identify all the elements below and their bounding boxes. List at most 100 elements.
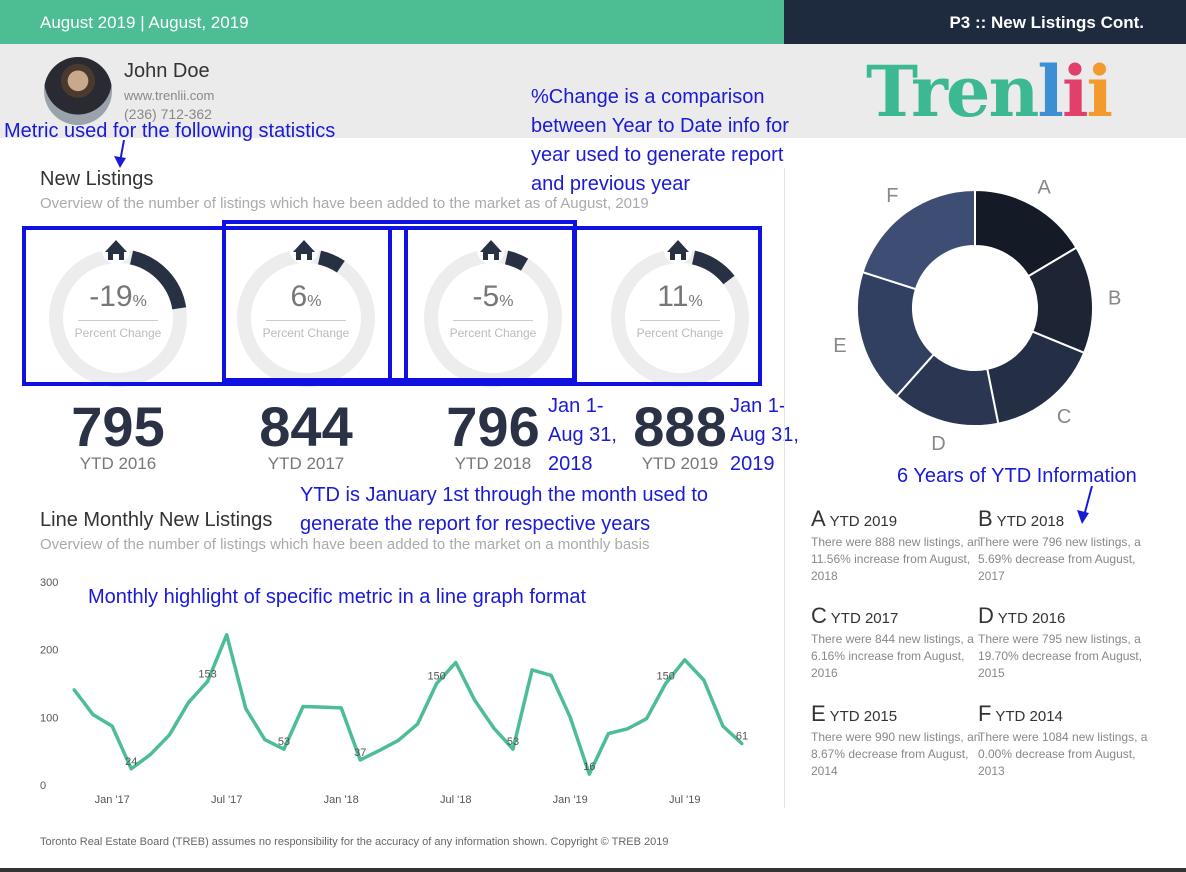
change-note-line: %Change is a comparison xyxy=(531,86,765,108)
percent-change-value: -19% xyxy=(38,280,198,314)
line-point xyxy=(530,668,534,672)
ytd-year-label: YTD 2017 xyxy=(267,454,345,473)
donut-slice xyxy=(861,188,976,291)
data-label: 150 xyxy=(427,671,445,683)
gauge-ring xyxy=(49,236,187,387)
legend-heading: E YTD 2015 xyxy=(811,701,981,727)
y-tick-label: 300 xyxy=(40,577,58,589)
agent-phone: (236) 712-362 xyxy=(124,106,212,122)
logo-letter: i xyxy=(1086,50,1114,133)
annotation-box xyxy=(404,226,576,382)
metric-note: Metric used for the following statistics xyxy=(4,120,336,142)
legend-description: There were 888 new listings, an 11.56% i… xyxy=(811,535,981,583)
range-note-2019: Jan 1- Aug 31, 2019 xyxy=(730,392,799,479)
line-point xyxy=(435,682,439,685)
line-section-subtitle: Overview of the number of listings which… xyxy=(40,536,650,553)
legend-item: B YTD 2018 There were 796 new listings, a… xyxy=(978,506,1148,585)
legend-letter: E xyxy=(811,701,826,726)
data-label: 37 xyxy=(354,747,366,759)
legend-year: YTD 2018 xyxy=(992,513,1065,530)
house-icon xyxy=(293,240,315,260)
line-point xyxy=(587,772,591,776)
line-point xyxy=(167,733,171,737)
legend-heading: F YTD 2014 xyxy=(978,701,1148,727)
legend-year: YTD 2019 xyxy=(825,513,898,530)
header-bar xyxy=(0,0,784,44)
ytd-total: 795 xyxy=(71,395,165,458)
ytd-year-label: YTD 2016 xyxy=(79,454,157,473)
percent-change-label: Percent Change xyxy=(74,326,162,340)
percent-change-value: -5% xyxy=(413,280,573,314)
line-point xyxy=(377,748,381,752)
legend-letter: F xyxy=(978,701,992,726)
divider xyxy=(784,168,785,808)
range-line: 2018 xyxy=(548,453,593,475)
legend-item: F YTD 2014 There were 1084 new listings, … xyxy=(978,701,1148,780)
legend-heading: D YTD 2016 xyxy=(978,603,1148,629)
agent-name: John Doe xyxy=(124,60,210,82)
donut-label: C xyxy=(1057,406,1071,428)
line-point xyxy=(358,758,362,762)
line-chart: 0 100 200 300 Jan '17 Jul '17 Jan '18 Jul '18 Ja… xyxy=(40,577,748,806)
gauge-arc xyxy=(317,250,345,273)
house-icon xyxy=(480,240,502,260)
line-point xyxy=(244,707,248,711)
legend-item: A YTD 2019 There were 888 new listings, a… xyxy=(811,506,981,585)
line-series xyxy=(72,633,744,776)
donut-label: D xyxy=(931,433,945,455)
legend-heading: A YTD 2019 xyxy=(811,506,981,532)
line-point xyxy=(740,742,744,746)
ytd-total: 888 xyxy=(633,395,727,458)
legend-letter: B xyxy=(978,506,993,531)
line-point xyxy=(396,738,400,742)
legend-letter: A xyxy=(811,506,826,531)
line-point xyxy=(72,688,76,692)
percent-change-label: Percent Change xyxy=(449,326,537,340)
gauge-card: 11% Percent Change 888 YTD 2019 xyxy=(600,236,760,478)
percent-change-value: 6% xyxy=(226,280,386,314)
page-label-bar xyxy=(784,0,1186,44)
line-point xyxy=(702,678,706,682)
line-point xyxy=(721,724,725,728)
ytd-year-label: YTD 2019 xyxy=(641,454,719,473)
gauge-divider xyxy=(640,320,720,321)
logo-letter: l xyxy=(1037,50,1064,133)
legend-description: There were 1084 new listings, a 0.00% de… xyxy=(978,730,1148,778)
ytd-year-label: YTD 2018 xyxy=(454,454,532,473)
page-label: P3 :: New Listings Cont. xyxy=(949,13,1144,32)
annotation-box xyxy=(22,226,762,386)
line-point xyxy=(454,661,458,665)
range-line: Aug 31, xyxy=(730,424,799,446)
legend-item: D YTD 2016 There were 795 new listings, a… xyxy=(978,603,1148,682)
donut-slice xyxy=(856,270,936,398)
report-date: August 2019 | August, 2019 xyxy=(40,13,249,32)
house-icon xyxy=(667,240,689,260)
legend-description: There were 844 new listings, a 6.16% inc… xyxy=(811,632,974,680)
gauge-card: -19% Percent Change 795 YTD 2016 xyxy=(38,236,198,478)
arrow-down-icon xyxy=(114,140,126,168)
logo-letter: r xyxy=(911,50,948,133)
x-tick-label: Jul '19 xyxy=(669,794,700,806)
line-point xyxy=(606,732,610,736)
x-tick-label: Jan '18 xyxy=(324,794,359,806)
legend-heading: C YTD 2017 xyxy=(811,603,981,629)
range-note-2018: Jan 1- Aug 31, 2018 xyxy=(548,392,617,479)
logo-letter: n xyxy=(988,50,1039,133)
avatar xyxy=(44,57,112,125)
line-point xyxy=(645,717,649,721)
line-point xyxy=(301,705,305,709)
ytd-total: 796 xyxy=(446,395,540,458)
x-tick-label: Jul '18 xyxy=(440,794,471,806)
line-point xyxy=(91,713,95,717)
agent-website: www.trenlii.com xyxy=(124,88,215,103)
arrow-down-icon xyxy=(1077,486,1093,524)
line-point xyxy=(664,682,668,685)
line-point xyxy=(225,633,229,637)
gauge-arc xyxy=(129,250,187,310)
range-line: Aug 31, xyxy=(548,424,617,446)
legend-description: There were 796 new listings, a 5.69% dec… xyxy=(978,535,1141,583)
legend-letter: C xyxy=(811,603,827,628)
change-note: %Change is a comparison between Year to … xyxy=(531,83,789,199)
percent-change-label: Percent Change xyxy=(636,326,724,340)
legend-letter: D xyxy=(978,603,994,628)
